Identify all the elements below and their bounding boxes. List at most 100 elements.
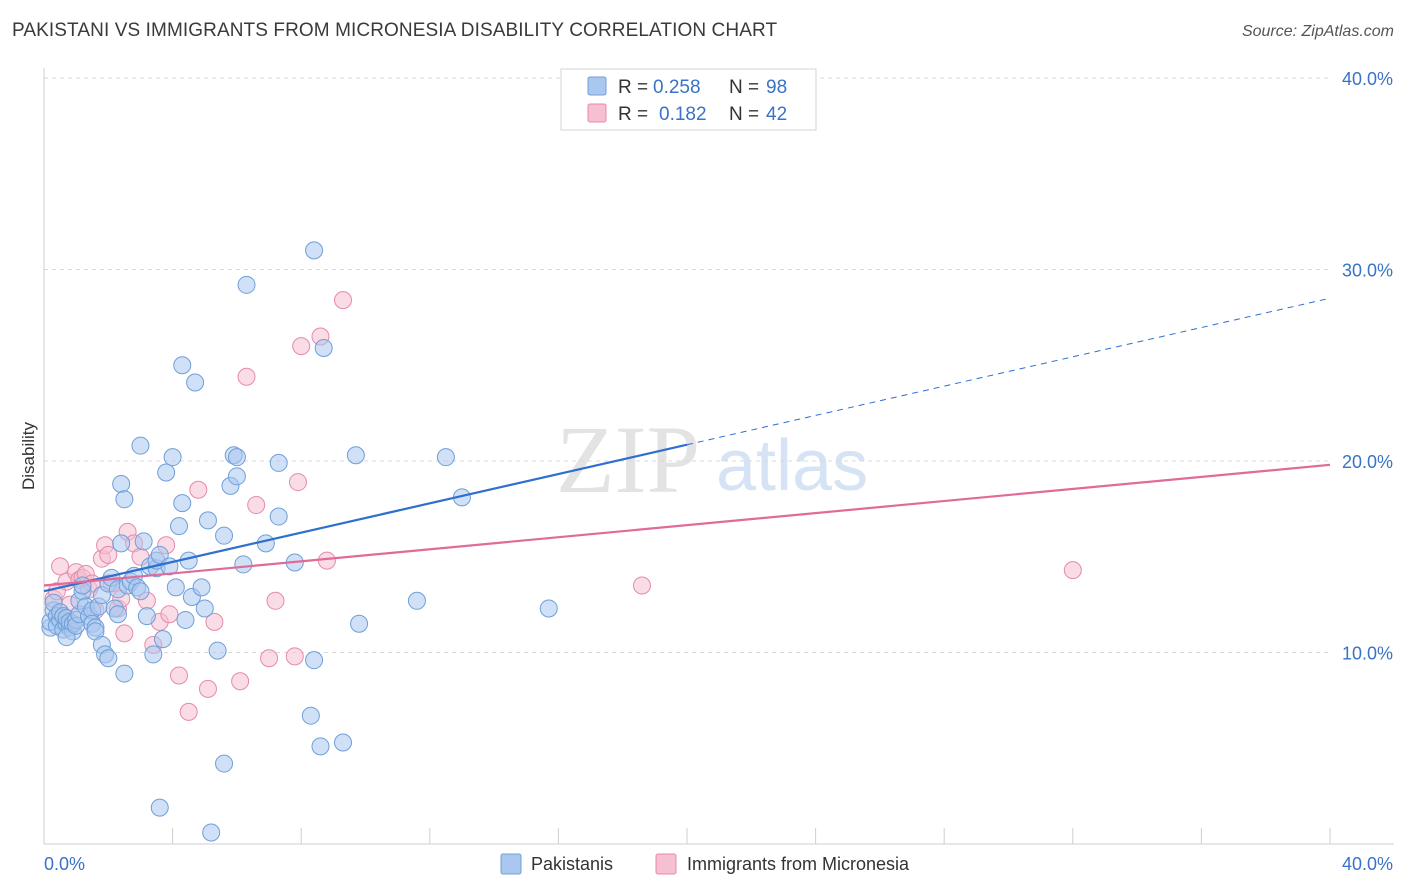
y-axis-label: Disability [19, 421, 38, 490]
y-tick-label: 20.0% [1342, 452, 1393, 472]
trend-line-pakistanis-extension [686, 297, 1331, 446]
point-pakistanis [256, 534, 275, 553]
point-pakistanis [202, 823, 221, 842]
point-pakistanis [176, 610, 195, 629]
ticks: 10.0% 20.0% 30.0% 40.0% 0.0% 40.0% [44, 69, 1393, 874]
trend-lines [43, 297, 1331, 593]
point-micronesia [266, 591, 285, 610]
point-micronesia [632, 576, 651, 595]
x-tick-label: 40.0% [1342, 854, 1393, 874]
x-tick-label: 0.0% [44, 854, 85, 874]
point-pakistanis [350, 614, 369, 633]
point-micronesia [292, 337, 311, 356]
point-micronesia [231, 672, 250, 691]
trend-line-pakistanis [43, 443, 688, 593]
point-pakistanis [112, 534, 131, 553]
point-pakistanis [311, 737, 330, 756]
legend-box: R = 0.258 N = 98 R = 0.182 N = 42 [560, 68, 817, 131]
point-pakistanis [163, 448, 182, 467]
point-pakistanis [153, 630, 172, 649]
legend-r-value: 0.182 [659, 104, 707, 125]
point-pakistanis [157, 463, 176, 482]
y-tick-label: 40.0% [1342, 69, 1393, 89]
chart-title: PAKISTANI VS IMMIGRANTS FROM MICRONESIA … [12, 20, 778, 41]
point-micronesia [179, 702, 198, 721]
watermark-atlas: atlas [716, 426, 868, 506]
point-pakistanis [170, 517, 189, 536]
point-pakistanis [269, 453, 288, 472]
point-micronesia [205, 612, 224, 631]
point-pakistanis [166, 578, 185, 597]
bottom-legend-swatch-pink [655, 853, 677, 875]
point-pakistanis [436, 448, 455, 467]
legend-r-label: R = [618, 104, 648, 125]
point-pakistanis [407, 591, 426, 610]
legend-swatch-pink [587, 103, 607, 123]
point-pakistanis [186, 373, 205, 392]
point-pakistanis [346, 446, 365, 465]
point-micronesia [198, 679, 217, 698]
point-pakistanis [115, 664, 134, 683]
point-pakistanis [215, 526, 234, 545]
point-micronesia [247, 496, 266, 515]
legend-n-label: N = [729, 104, 759, 125]
point-pakistanis [150, 545, 169, 564]
y-tick-label: 30.0% [1342, 261, 1393, 281]
point-pakistanis [134, 532, 153, 551]
watermark-zip: ZIP [556, 406, 700, 513]
series-pakistanis-points [41, 241, 558, 842]
point-pakistanis [131, 582, 150, 601]
point-micronesia [288, 473, 307, 492]
series-micronesia-points [44, 291, 1082, 721]
point-pakistanis [269, 507, 288, 526]
point-pakistanis [305, 651, 324, 670]
point-pakistanis [112, 474, 131, 493]
point-micronesia [1063, 561, 1082, 580]
point-pakistanis [215, 754, 234, 773]
point-pakistanis [192, 578, 211, 597]
point-pakistanis [173, 494, 192, 513]
point-micronesia [189, 480, 208, 499]
point-pakistanis [305, 241, 324, 260]
point-pakistanis [173, 356, 192, 375]
bottom-legend-label-micronesia: Immigrants from Micronesia [687, 854, 910, 874]
point-pakistanis [150, 798, 169, 817]
point-micronesia [51, 557, 70, 576]
point-pakistanis [301, 706, 320, 725]
y-tick-label: 10.0% [1342, 644, 1393, 664]
point-pakistanis [108, 605, 127, 624]
legend-n-label: N = [729, 77, 759, 98]
point-micronesia [115, 624, 134, 643]
bottom-legend: Pakistanis Immigrants from Micronesia [500, 853, 910, 875]
trend-line-micronesia [43, 463, 1331, 587]
legend-n-value: 42 [766, 104, 787, 125]
point-pakistanis [227, 467, 246, 486]
point-pakistanis [115, 490, 134, 509]
bottom-legend-label-pakistanis: Pakistanis [531, 854, 613, 874]
point-pakistanis [234, 555, 253, 574]
watermark: ZIP atlas [556, 406, 868, 513]
legend-n-value: 98 [766, 77, 787, 98]
bottom-legend-swatch-blue [500, 853, 522, 875]
legend-swatch-blue [587, 76, 607, 96]
point-pakistanis [227, 448, 246, 467]
point-pakistanis [57, 628, 76, 647]
point-pakistanis [137, 607, 156, 626]
point-pakistanis [195, 599, 214, 618]
point-micronesia [99, 545, 118, 564]
point-micronesia [333, 291, 352, 310]
axes [43, 68, 1394, 845]
point-pakistanis [73, 576, 92, 595]
point-pakistanis [144, 645, 163, 664]
point-pakistanis [314, 339, 333, 358]
point-pakistanis [539, 599, 558, 618]
point-pakistanis [198, 511, 217, 530]
point-micronesia [170, 666, 189, 685]
source-label: Source: ZipAtlas.com [1241, 23, 1394, 40]
point-micronesia [160, 605, 179, 624]
point-pakistanis [333, 733, 352, 752]
point-pakistanis [131, 436, 150, 455]
legend-r-value: 0.258 [653, 77, 701, 98]
point-micronesia [237, 367, 256, 386]
